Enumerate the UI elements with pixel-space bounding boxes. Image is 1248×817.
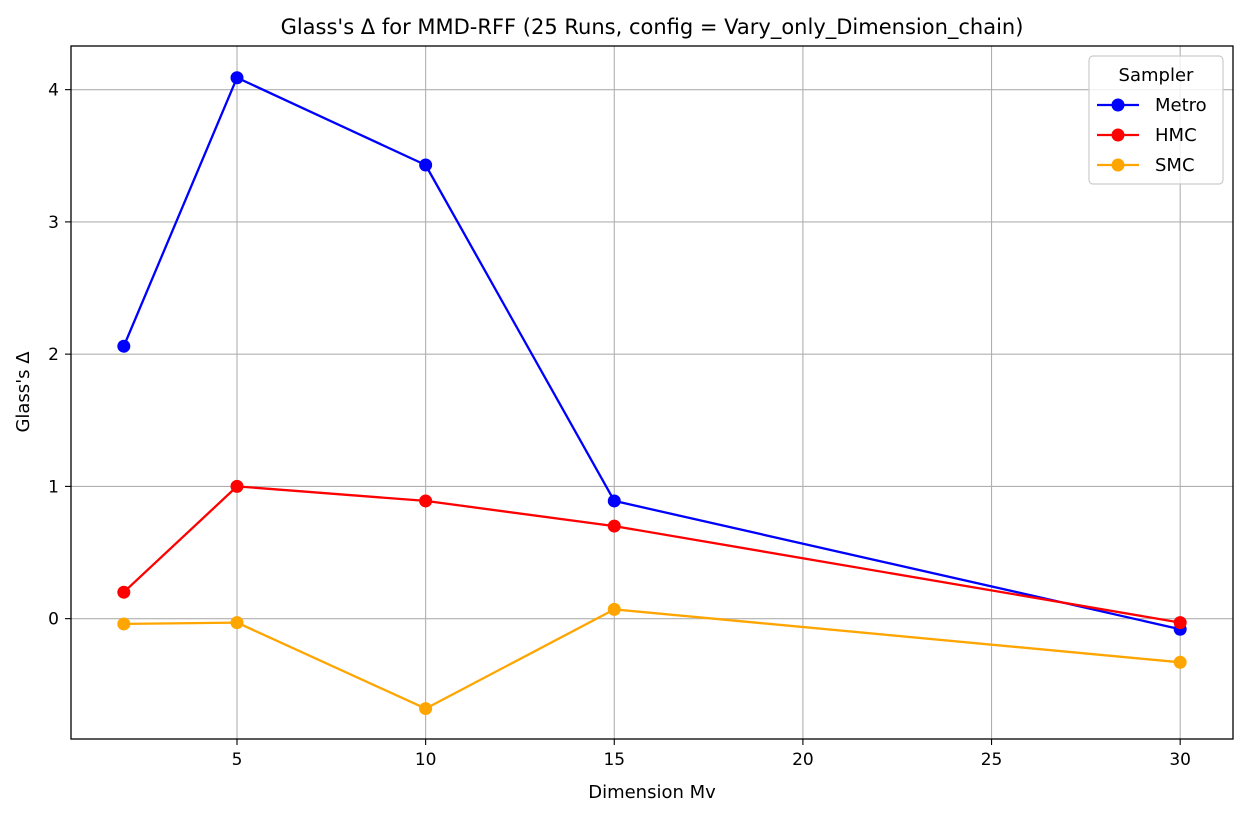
series-line-metro bbox=[122, 76, 1181, 631]
series-layer bbox=[117, 71, 1187, 716]
data-point-metro bbox=[230, 71, 244, 85]
data-point-smc bbox=[419, 702, 433, 716]
y-tick-label: 3 bbox=[48, 213, 59, 233]
data-point-smc bbox=[1173, 655, 1187, 669]
y-tick-label: 4 bbox=[48, 81, 59, 101]
legend-label-metro: Metro bbox=[1155, 95, 1207, 116]
data-point-metro bbox=[419, 158, 433, 172]
data-point-metro bbox=[607, 494, 621, 508]
plot-frame bbox=[70, 45, 1234, 740]
chart-title: Glass's Δ for MMD-RFF (25 Runs, config =… bbox=[281, 15, 1024, 40]
legend-marker-smc bbox=[1111, 158, 1125, 172]
ticks: 5 10 15 20 25 30 0 1 2 3 4 bbox=[48, 81, 1191, 770]
data-point-hmc bbox=[1173, 616, 1187, 630]
legend-title: Sampler bbox=[1119, 65, 1194, 86]
legend-marker-metro bbox=[1111, 98, 1125, 112]
x-tick-label: 20 bbox=[792, 750, 814, 770]
x-tick-label: 15 bbox=[603, 750, 625, 770]
data-point-metro bbox=[117, 339, 131, 353]
data-point-smc bbox=[607, 602, 621, 616]
y-axis-label: Glass's Δ bbox=[13, 351, 34, 433]
x-tick-label: 30 bbox=[1169, 750, 1191, 770]
legend-label-hmc: HMC bbox=[1155, 125, 1197, 146]
data-point-hmc bbox=[230, 479, 244, 493]
legend: Sampler Metro HMC SMC bbox=[1088, 55, 1224, 185]
data-point-hmc bbox=[607, 519, 621, 533]
series-line-smc bbox=[123, 608, 1181, 710]
data-point-smc bbox=[117, 617, 131, 631]
data-point-hmc bbox=[117, 585, 131, 599]
x-tick-label: 5 bbox=[232, 750, 243, 770]
x-tick-label: 25 bbox=[981, 750, 1003, 770]
data-point-hmc bbox=[419, 494, 433, 508]
data-point-smc bbox=[230, 616, 244, 630]
legend-box bbox=[1088, 55, 1224, 185]
y-tick-label: 0 bbox=[48, 610, 59, 630]
y-tick-label: 1 bbox=[48, 477, 59, 497]
x-tick-label: 10 bbox=[415, 750, 437, 770]
y-tick-label: 2 bbox=[48, 345, 59, 365]
grid bbox=[71, 46, 1233, 739]
legend-marker-hmc bbox=[1111, 128, 1125, 142]
series-line-hmc bbox=[123, 485, 1181, 624]
legend-label-smc: SMC bbox=[1155, 155, 1195, 176]
x-axis-label: Dimension Mv bbox=[588, 782, 716, 803]
